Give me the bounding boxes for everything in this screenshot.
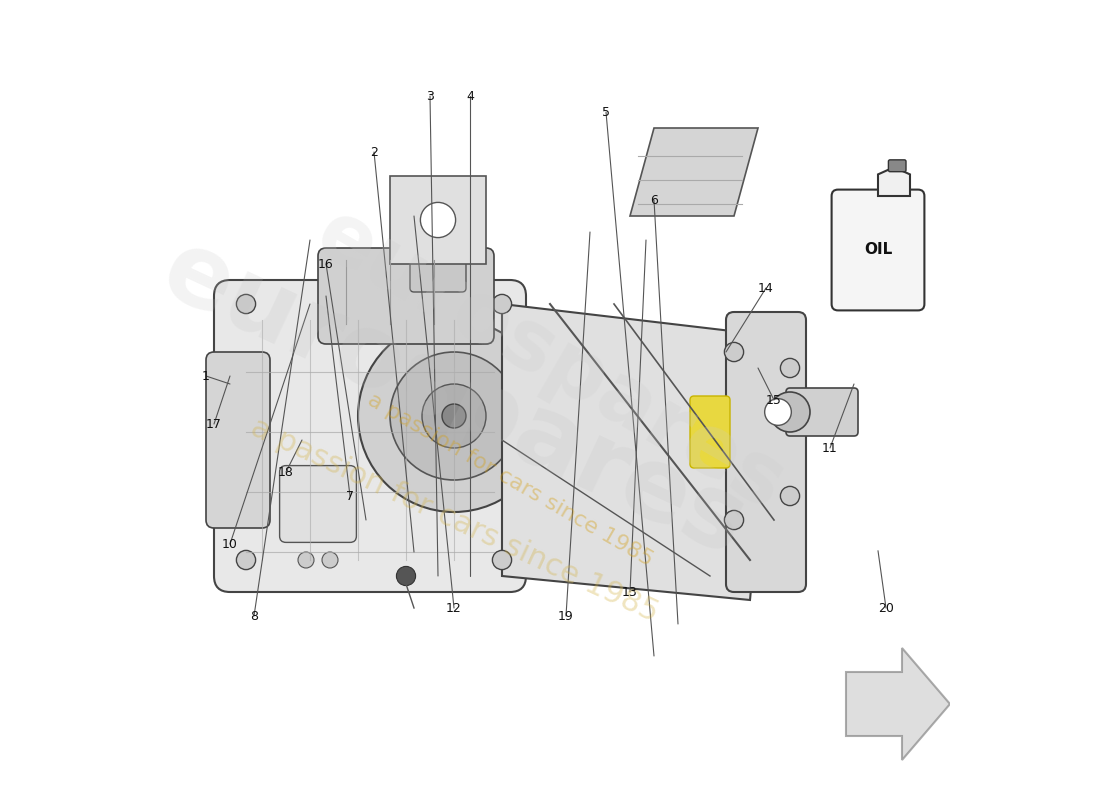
Text: 12: 12 (447, 602, 462, 614)
Circle shape (780, 486, 800, 506)
FancyBboxPatch shape (726, 312, 806, 592)
Text: 17: 17 (206, 418, 222, 430)
Text: 4: 4 (466, 90, 474, 102)
Circle shape (358, 320, 550, 512)
Text: 18: 18 (278, 466, 294, 478)
Polygon shape (846, 648, 950, 760)
Text: 7: 7 (346, 490, 354, 502)
FancyBboxPatch shape (410, 236, 466, 292)
Text: 19: 19 (558, 610, 574, 622)
Circle shape (770, 392, 810, 432)
Text: OIL: OIL (864, 242, 892, 257)
Polygon shape (630, 128, 758, 216)
Polygon shape (878, 167, 910, 196)
Text: 1: 1 (202, 370, 210, 382)
Circle shape (493, 294, 512, 314)
Circle shape (236, 294, 255, 314)
Text: 5: 5 (602, 106, 610, 118)
FancyBboxPatch shape (690, 396, 730, 468)
Text: 16: 16 (318, 258, 334, 270)
Text: 3: 3 (426, 90, 433, 102)
Circle shape (396, 566, 416, 586)
Circle shape (764, 398, 791, 426)
Text: 14: 14 (758, 282, 774, 294)
FancyBboxPatch shape (786, 388, 858, 436)
Circle shape (442, 404, 466, 428)
Text: a passion for cars since 1985: a passion for cars since 1985 (245, 413, 662, 627)
Polygon shape (502, 304, 774, 600)
Text: 6: 6 (650, 194, 658, 206)
FancyBboxPatch shape (279, 466, 356, 542)
Text: 11: 11 (822, 442, 838, 454)
Circle shape (298, 552, 314, 568)
Circle shape (725, 510, 744, 530)
Circle shape (422, 384, 486, 448)
FancyBboxPatch shape (889, 160, 906, 172)
FancyBboxPatch shape (214, 280, 526, 592)
FancyBboxPatch shape (832, 190, 924, 310)
Text: 10: 10 (222, 538, 238, 550)
Text: 8: 8 (250, 610, 258, 622)
Circle shape (390, 352, 518, 480)
Text: 13: 13 (623, 586, 638, 598)
Text: 20: 20 (878, 602, 894, 614)
Circle shape (493, 550, 512, 570)
Circle shape (420, 202, 455, 238)
Circle shape (780, 358, 800, 378)
Text: eurospares: eurospares (301, 193, 799, 527)
Text: 2: 2 (370, 146, 378, 158)
Text: a passion for cars since 1985: a passion for cars since 1985 (364, 390, 657, 570)
Polygon shape (390, 176, 486, 264)
Circle shape (236, 550, 255, 570)
FancyBboxPatch shape (318, 248, 494, 344)
Text: eurospares: eurospares (147, 222, 761, 578)
Circle shape (322, 552, 338, 568)
Circle shape (725, 342, 744, 362)
FancyBboxPatch shape (206, 352, 270, 528)
Text: 15: 15 (766, 394, 782, 406)
